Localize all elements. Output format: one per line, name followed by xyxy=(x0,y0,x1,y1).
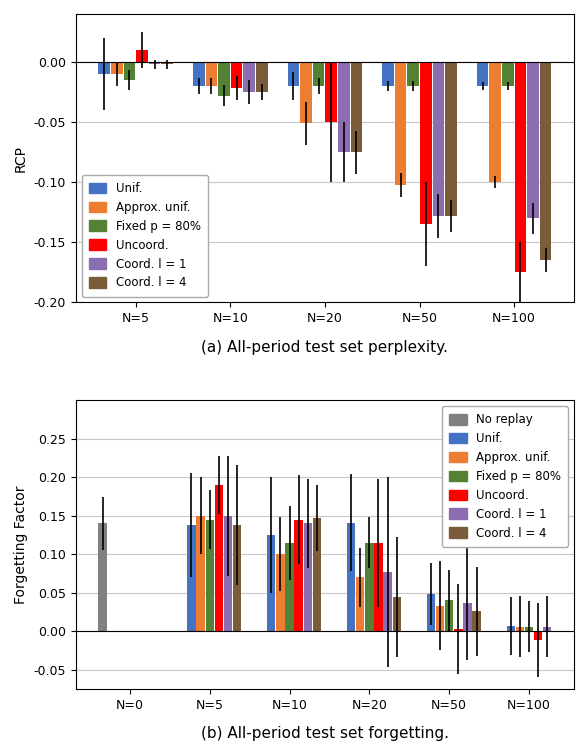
Bar xyxy=(540,62,552,260)
Bar xyxy=(525,626,533,631)
Bar xyxy=(218,62,230,96)
Bar xyxy=(276,554,285,631)
Bar xyxy=(427,594,435,631)
Bar xyxy=(161,62,173,65)
Bar xyxy=(445,600,453,631)
Bar xyxy=(365,543,373,631)
Bar xyxy=(436,606,445,631)
Text: (b) All-period test set forgetting.: (b) All-period test set forgetting. xyxy=(201,726,449,741)
Bar xyxy=(243,62,255,92)
Bar xyxy=(463,603,472,631)
Bar xyxy=(543,626,552,631)
Bar xyxy=(382,62,394,86)
Bar xyxy=(187,525,196,631)
Bar xyxy=(98,523,106,631)
Bar xyxy=(472,611,481,631)
Bar xyxy=(516,626,524,631)
Legend: No replay, Unif., Approx. unif., Fixed p = 80%, Uncoord., Coord. l = 1, Coord. l: No replay, Unif., Approx. unif., Fixed p… xyxy=(442,406,568,547)
Bar xyxy=(224,516,232,631)
Bar xyxy=(325,62,337,122)
Bar xyxy=(288,62,299,86)
Bar xyxy=(477,62,489,86)
Bar xyxy=(356,578,365,631)
Bar xyxy=(256,62,268,92)
Bar xyxy=(136,50,148,62)
Bar xyxy=(303,523,312,631)
Bar xyxy=(454,629,463,631)
Legend: Unif., Approx. unif., Fixed p = 80%, Uncoord., Coord. l = 1, Coord. l = 4: Unif., Approx. unif., Fixed p = 80%, Unc… xyxy=(82,175,208,296)
Bar xyxy=(123,62,135,80)
Bar xyxy=(338,62,350,152)
Bar xyxy=(193,62,205,86)
Bar xyxy=(285,543,294,631)
Y-axis label: Forgetting Factor: Forgetting Factor xyxy=(14,485,28,604)
Bar xyxy=(433,62,444,216)
Bar xyxy=(230,62,242,89)
Bar xyxy=(267,535,276,631)
Bar xyxy=(206,520,214,631)
Bar xyxy=(514,62,526,272)
Bar xyxy=(98,62,110,74)
Bar xyxy=(534,631,542,641)
Y-axis label: RCP: RCP xyxy=(14,144,28,171)
Bar xyxy=(233,525,241,631)
Bar xyxy=(196,516,205,631)
Bar xyxy=(489,62,501,182)
Bar xyxy=(420,62,432,224)
Bar xyxy=(445,62,457,216)
Bar xyxy=(206,62,217,86)
Bar xyxy=(393,597,401,631)
Bar xyxy=(313,518,321,631)
Bar xyxy=(300,62,312,123)
Bar xyxy=(111,62,122,74)
Bar xyxy=(395,62,406,185)
Bar xyxy=(149,62,161,65)
Bar xyxy=(502,62,513,86)
Bar xyxy=(313,62,325,86)
Bar xyxy=(527,62,539,218)
Bar xyxy=(507,626,515,631)
Bar xyxy=(383,572,392,631)
Bar xyxy=(407,62,419,86)
Bar xyxy=(375,543,383,631)
Bar xyxy=(350,62,362,152)
Text: (a) All-period test set perplexity.: (a) All-period test set perplexity. xyxy=(202,340,448,355)
Bar xyxy=(215,485,223,631)
Bar xyxy=(347,523,355,631)
Bar xyxy=(295,520,303,631)
